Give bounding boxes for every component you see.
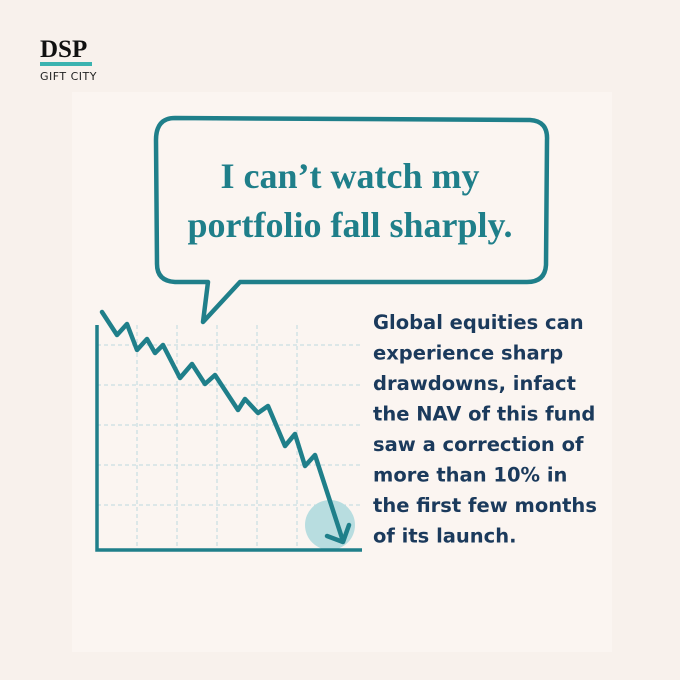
falling-line — [99, 309, 345, 541]
logo-bar — [40, 62, 92, 66]
body-line: saw a correction of — [373, 433, 584, 456]
bubble-text: I can’t watch my — [221, 156, 480, 196]
logo-subtitle: GIFT CITY — [40, 70, 97, 83]
body-line: the first few months — [373, 494, 597, 517]
body-line: the NAV of this fund — [373, 403, 595, 426]
body-line: experience sharp — [373, 342, 563, 365]
axes — [95, 325, 362, 552]
speech-bubble — [153, 115, 550, 325]
body-line: more than 10% in — [373, 464, 567, 487]
body-line: drawdowns, infact — [373, 372, 576, 395]
body-line: Global equities can — [373, 311, 584, 334]
body-line: of its launch. — [373, 525, 517, 548]
arrow-head — [324, 522, 352, 545]
body-text: Global equities can experience sharp drawd… — [373, 311, 597, 548]
logo-brand: DSP — [40, 36, 87, 63]
bubble-text: portfolio fall sharply. — [187, 205, 512, 245]
